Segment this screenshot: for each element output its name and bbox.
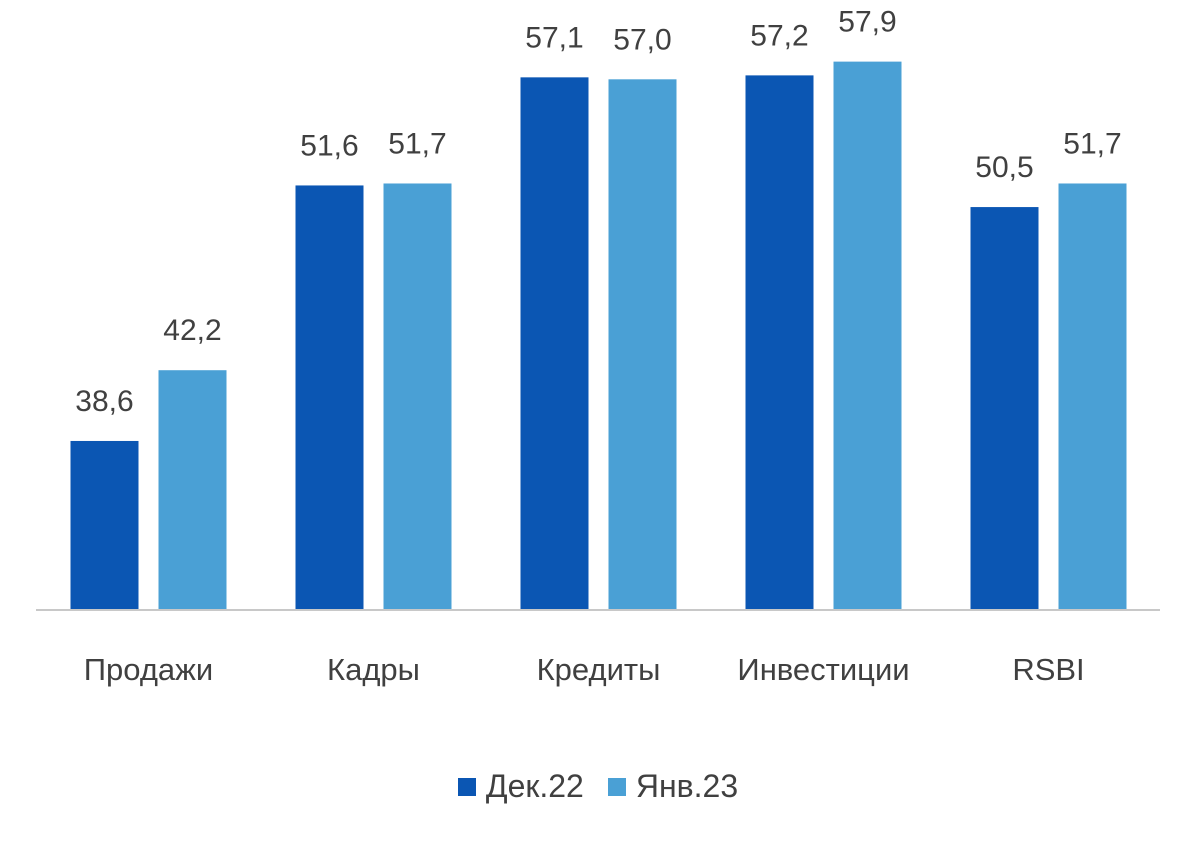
bar-dec22-0 xyxy=(70,440,139,610)
legend-swatch-dec22 xyxy=(457,777,476,796)
category-label-3: Инвестиции xyxy=(737,652,909,687)
value-label-dec22-4: 50,5 xyxy=(975,151,1033,184)
value-label-jan23-4: 51,7 xyxy=(1063,127,1121,160)
bar-jan23-0 xyxy=(158,370,227,610)
bar-dec22-4 xyxy=(970,207,1039,610)
bar-jan23-1 xyxy=(383,183,452,610)
value-label-jan23-2: 57,0 xyxy=(613,23,671,56)
category-label-0: Продажи xyxy=(84,652,213,687)
bar-dec22-2 xyxy=(520,77,589,610)
value-label-dec22-1: 51,6 xyxy=(300,129,358,162)
legend-item-dec22: Дек.22 xyxy=(457,768,584,805)
bar-jan23-2 xyxy=(608,79,677,610)
value-label-jan23-0: 42,2 xyxy=(163,314,221,347)
value-labels-group: 38,6 42,2 51,6 51,7 57,1 57,0 57,2 57,9 50,5 51,7 xyxy=(75,6,1121,418)
value-label-dec22-3: 57,2 xyxy=(750,19,808,52)
legend: Дек.22 Янв.23 xyxy=(0,768,1196,805)
bar-jan23-3 xyxy=(833,61,902,611)
legend-item-jan23: Янв.23 xyxy=(607,768,739,805)
value-label-dec22-0: 38,6 xyxy=(75,385,133,418)
bar-dec22-1 xyxy=(295,185,364,610)
category-label-2: Кредиты xyxy=(537,652,661,687)
category-label-1: Кадры xyxy=(327,652,420,687)
value-label-jan23-3: 57,9 xyxy=(838,6,896,39)
bar-jan23-4 xyxy=(1058,183,1127,610)
bars-group xyxy=(70,61,1127,611)
value-label-dec22-2: 57,1 xyxy=(525,21,583,54)
category-labels-group: Продажи Кадры Кредиты Инвестиции RSBI xyxy=(84,652,1085,687)
legend-swatch-jan23 xyxy=(607,777,626,796)
value-label-jan23-1: 51,7 xyxy=(388,127,446,160)
legend-label-jan23: Янв.23 xyxy=(635,768,739,804)
category-label-4: RSBI xyxy=(1012,652,1084,687)
bar-dec22-3 xyxy=(745,75,814,610)
legend-label-dec22: Дек.22 xyxy=(485,768,584,804)
